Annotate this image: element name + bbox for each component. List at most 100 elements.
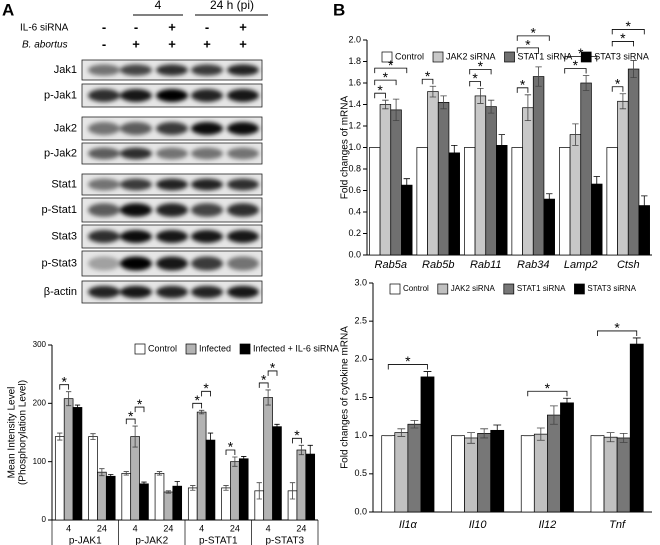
band (156, 256, 188, 271)
error-bar (619, 432, 628, 443)
bar (420, 376, 435, 513)
band (191, 178, 223, 191)
y-axis-label: Mean Intensity Level (7, 387, 18, 479)
significance-bracket (564, 56, 598, 62)
y-tick-label: 1.0 (354, 430, 367, 440)
band (227, 285, 259, 299)
bar (139, 483, 149, 521)
condition-label: IL-6 siRNA (20, 23, 69, 34)
y-tick-label: 200 (33, 398, 47, 407)
significance-bracket (564, 68, 587, 74)
band (156, 230, 188, 243)
band (156, 203, 188, 217)
time-label: 24 h (pi) (210, 0, 254, 12)
y-axis-label: Fold changes of cytokine mRNA (340, 326, 351, 469)
error-bar (307, 444, 313, 464)
y-tick-label: 1.5 (354, 392, 367, 402)
bar (520, 435, 535, 513)
sign: - (205, 19, 209, 34)
band (156, 122, 188, 135)
band (88, 122, 120, 135)
bar (427, 91, 439, 256)
sign: + (168, 36, 176, 51)
error-bar (423, 371, 432, 383)
error-bar (498, 134, 505, 157)
error-bar (397, 428, 406, 437)
bar (490, 429, 505, 513)
y-axis-label: Fold changes of mRNA (340, 95, 351, 199)
bar (464, 147, 476, 256)
band (88, 64, 120, 76)
bar (580, 82, 592, 256)
significance-bracket (611, 86, 624, 92)
bar (88, 436, 98, 521)
group-label: p-STAT3 (265, 536, 304, 545)
band (120, 203, 152, 217)
group-label: p-JAK1 (69, 536, 102, 545)
error-bar (256, 482, 262, 500)
band (156, 89, 188, 102)
significance-label: * (615, 75, 621, 91)
x-tick-label: Tnf (609, 519, 626, 531)
sign: - (134, 19, 138, 34)
error-bar (207, 432, 214, 448)
band (120, 256, 152, 271)
error-bar (606, 432, 615, 443)
error-bar (619, 93, 627, 110)
significance-bracket (125, 418, 136, 425)
band (120, 230, 152, 243)
significance-label: * (573, 57, 579, 73)
bar (629, 343, 644, 513)
band (191, 89, 223, 102)
band (191, 285, 223, 299)
row-label: p-Jak2 (44, 147, 77, 159)
band (191, 147, 223, 160)
bar (616, 437, 631, 513)
error-bar (487, 99, 495, 114)
y-tick-label: 2.5 (354, 316, 367, 326)
significance-bracket (292, 437, 302, 444)
band (227, 203, 259, 217)
band (227, 147, 259, 160)
error-bar (74, 404, 81, 411)
bar (205, 439, 216, 521)
significance-label: * (377, 82, 383, 98)
legend-label: STAT3 siRNA (587, 284, 636, 293)
error-bar (289, 482, 296, 500)
error-bar (572, 123, 579, 146)
significance-bracket (225, 449, 236, 455)
bar (230, 461, 240, 521)
y-axis-label: (Phosphorylation Level) (18, 380, 29, 485)
significance-bracket (421, 78, 434, 85)
x-tick-label: Il12 (539, 519, 557, 531)
x-tick-label: 4 (133, 523, 138, 533)
legend-label: JAK2 siRNA (446, 51, 496, 61)
time-label: 4 (155, 0, 162, 12)
bar (474, 95, 487, 256)
legend-label: STAT1 siRNA (517, 284, 566, 293)
error-bar (477, 87, 484, 104)
bar (511, 147, 523, 256)
band (227, 89, 259, 102)
error-bar (593, 176, 600, 192)
error-bar (630, 60, 637, 79)
bands (88, 178, 259, 191)
significance-label: * (545, 380, 551, 396)
significance-label: * (578, 45, 584, 61)
error-bar (392, 98, 400, 122)
error-bar (382, 99, 389, 110)
band (191, 230, 223, 243)
y-tick-label: 0.6 (348, 185, 361, 195)
bar (296, 449, 307, 521)
error-bar (549, 405, 558, 425)
legend-swatch (239, 343, 251, 355)
bar (606, 147, 618, 256)
x-tick-label: Ctsh (617, 259, 640, 271)
band (120, 89, 152, 102)
row-label: Stat1 (51, 178, 77, 190)
y-tick-label: 300 (33, 340, 47, 349)
significance-label: * (383, 69, 389, 85)
y-tick-label: 1.6 (348, 77, 361, 87)
significance-bracket (192, 402, 203, 409)
